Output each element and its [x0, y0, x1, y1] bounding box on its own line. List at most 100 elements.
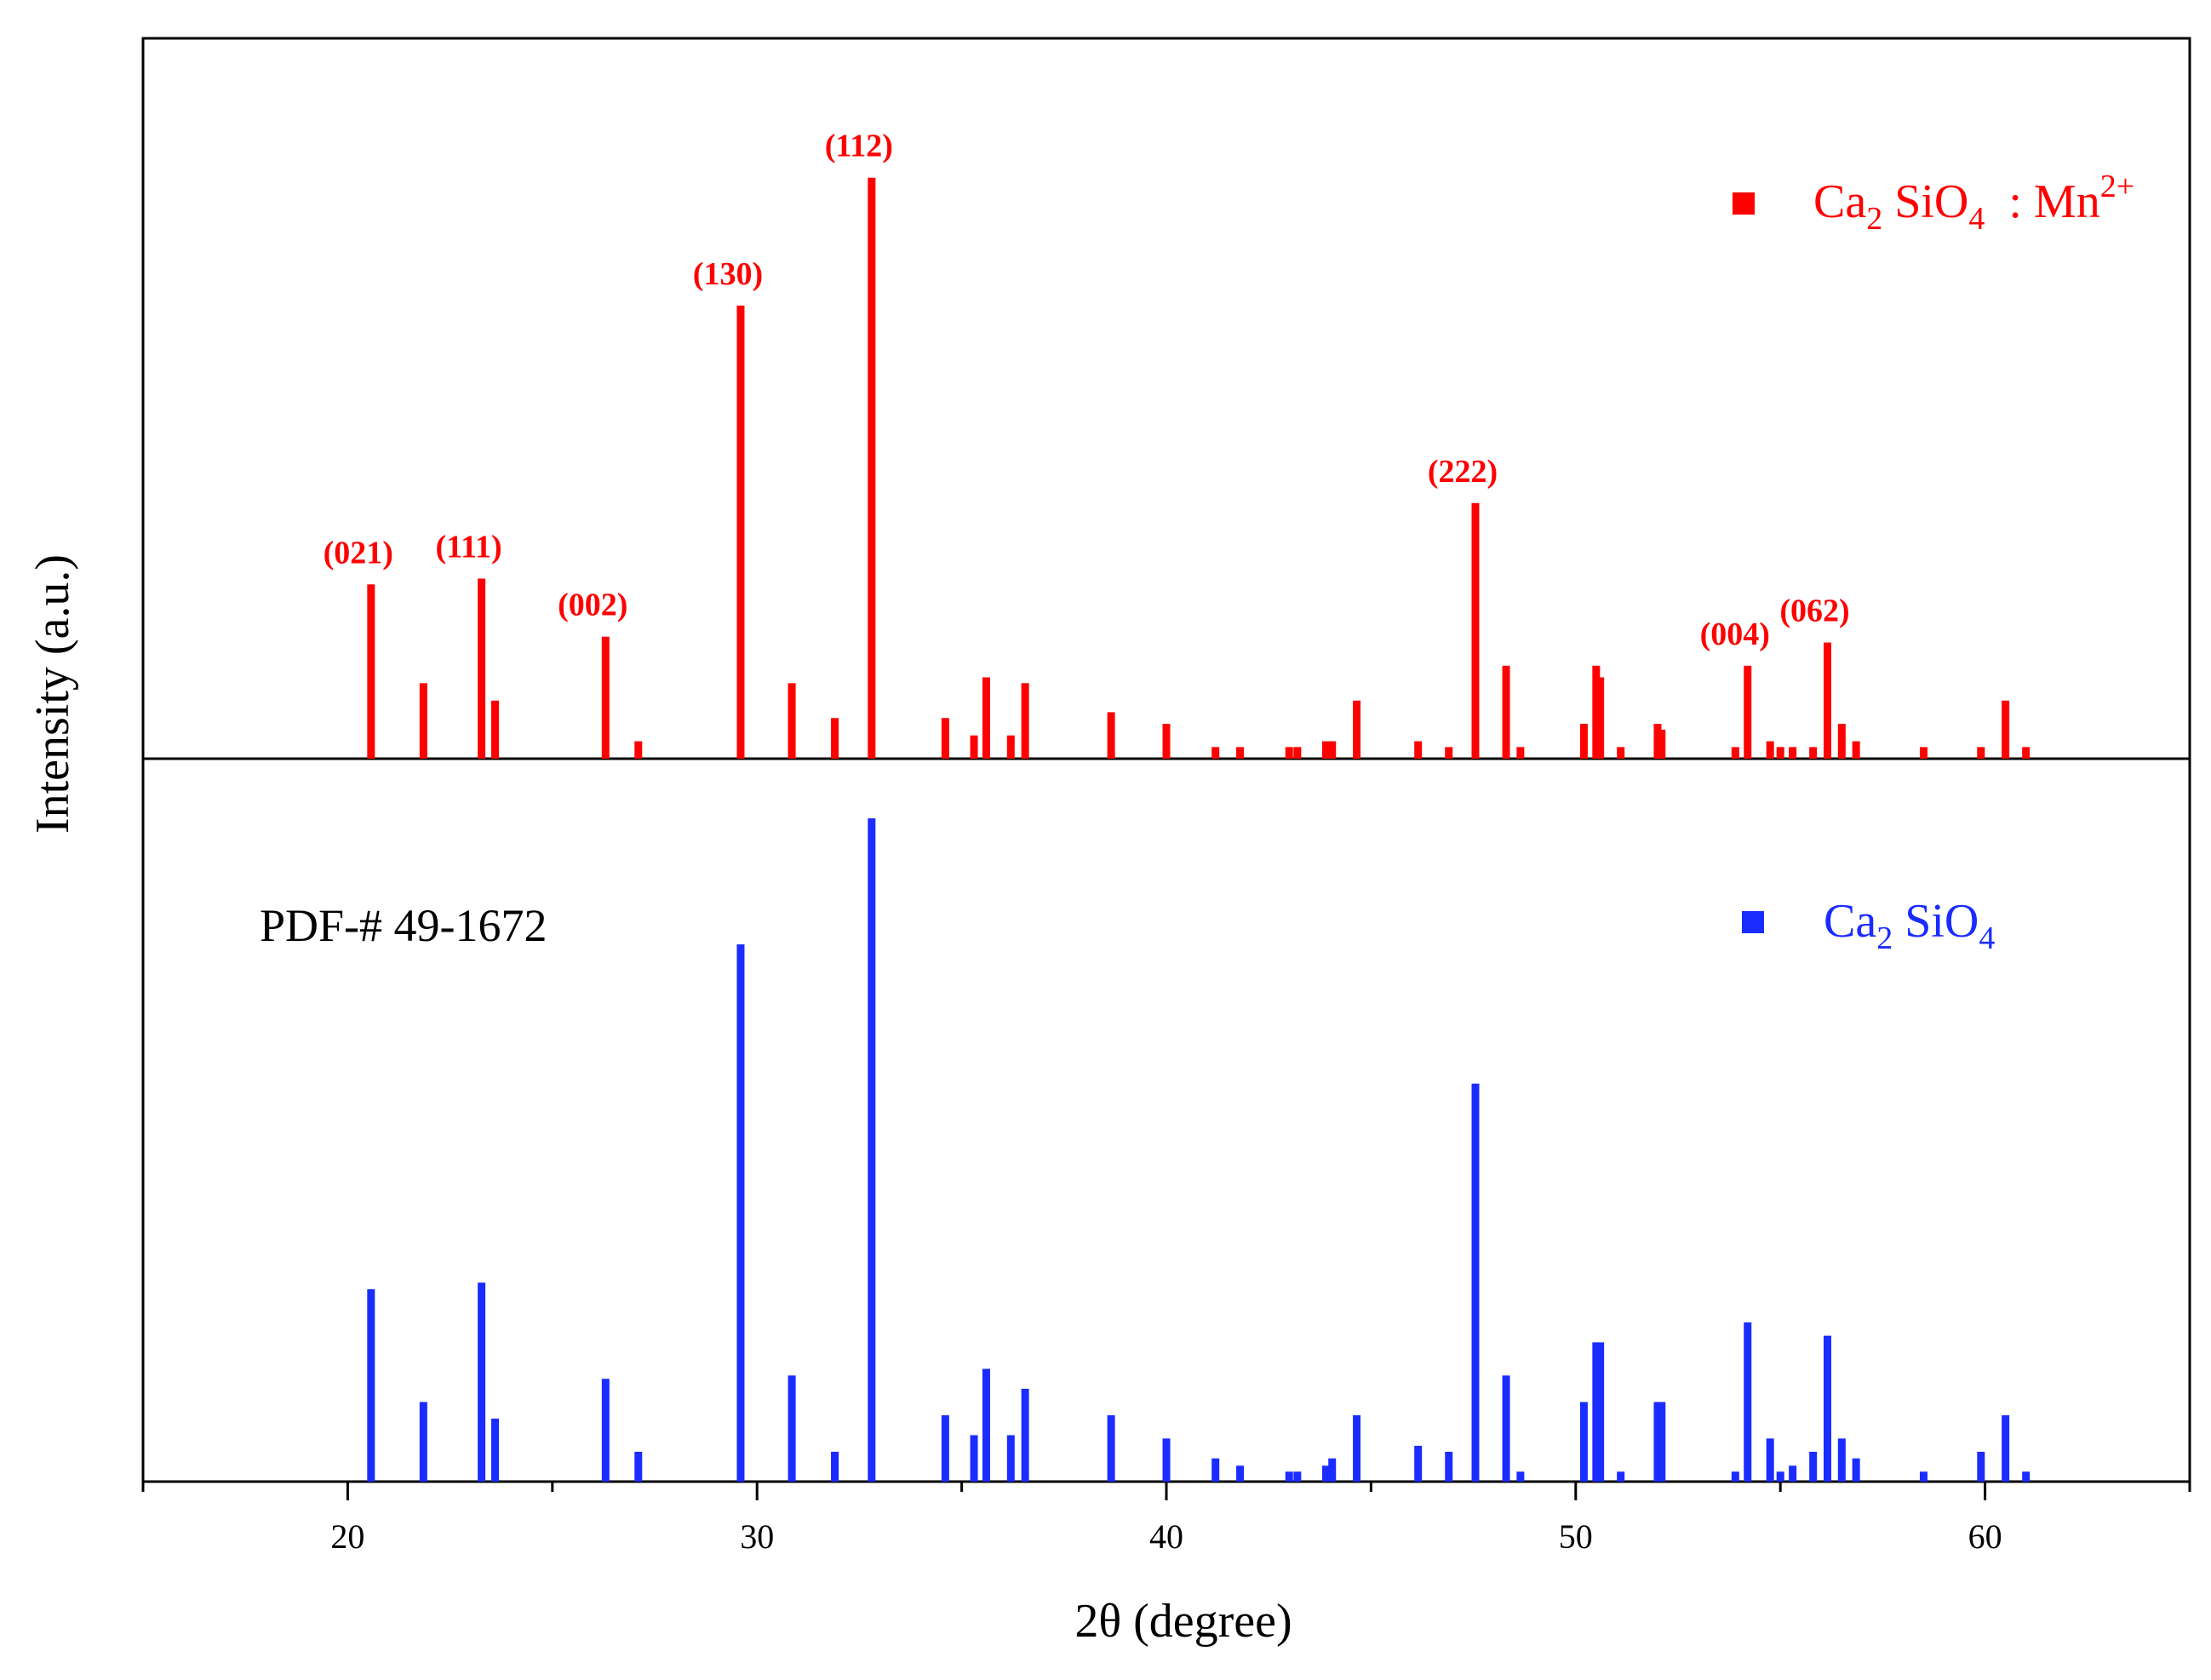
- peak-bar: [1322, 1465, 1331, 1482]
- hkl-label: (002): [558, 588, 627, 623]
- peak-bar: [1502, 665, 1510, 759]
- hkl-label: (111): [436, 530, 502, 565]
- peak-bar: [490, 700, 499, 759]
- peak-bar: [1731, 1471, 1739, 1482]
- peak-bar: [1471, 502, 1480, 759]
- x-axis-ticks: 20 30 40 50 60: [141, 1482, 2191, 1556]
- peak-bar: [1776, 747, 1784, 759]
- peak-bar: [2002, 700, 2010, 759]
- peak-bar: [1837, 1438, 1846, 1482]
- peak-bar: [1414, 1445, 1423, 1482]
- peak-bar: [1653, 724, 1662, 759]
- peak-bar: [941, 718, 949, 759]
- bottom-panel-frame: [141, 757, 2191, 1483]
- peak-bar: [970, 1435, 978, 1482]
- peak-bar: [1596, 1342, 1605, 1482]
- peak-bar: [419, 1402, 427, 1482]
- hkl-label: (222): [1428, 454, 1498, 490]
- x-axis-label: 2θ (degree): [1074, 1595, 1292, 1648]
- peak-bar: [1353, 700, 1361, 759]
- peak-bar: [736, 944, 745, 1482]
- peak-bar: [1236, 1465, 1245, 1482]
- hkl-label: (004): [1700, 616, 1770, 652]
- peak-bar: [1516, 747, 1525, 759]
- peak-bar: [1021, 1388, 1029, 1482]
- peak-bar: [1293, 747, 1302, 759]
- x-tick-label: 40: [1149, 1517, 1183, 1556]
- peak-bar: [1766, 1438, 1774, 1482]
- peak-bar: [1809, 1451, 1818, 1482]
- peak-bar: [788, 1375, 796, 1482]
- peak-bar: [2002, 1415, 2010, 1482]
- peak-bar: [1766, 741, 1774, 759]
- peak-bar: [601, 636, 610, 759]
- peak-bar: [1823, 1335, 1831, 1482]
- peak-bar: [1731, 747, 1739, 759]
- peak-bar: [1107, 712, 1115, 759]
- peak-bar: [1658, 729, 1666, 759]
- reference-pdf-label: PDF-# 49-1672: [260, 900, 547, 951]
- peak-bar: [831, 718, 839, 759]
- peak-bar: [419, 683, 427, 759]
- peak-bar: [1445, 1451, 1453, 1482]
- x-tick-label: 50: [1559, 1517, 1593, 1556]
- peak-bar: [1919, 747, 1927, 759]
- peak-bar: [1617, 747, 1625, 759]
- x-tick-label: 60: [1968, 1517, 2002, 1556]
- peak-bar: [1852, 741, 1860, 759]
- peak-bar: [1445, 747, 1453, 759]
- hkl-label: (062): [1779, 593, 1849, 629]
- hkl-label: (112): [825, 129, 893, 164]
- peak-bar: [1789, 1465, 1797, 1482]
- peak-bar: [1977, 1451, 1985, 1482]
- peak-bar: [1837, 724, 1846, 759]
- peak-bar: [982, 1368, 990, 1482]
- peak-bar: [868, 177, 876, 759]
- peak-bar: [1471, 1083, 1480, 1482]
- peak-bar: [1596, 677, 1605, 759]
- peak-bar: [1021, 683, 1029, 759]
- peak-bar: [367, 584, 375, 759]
- top-series-bars: [367, 177, 2031, 759]
- peak-bar: [1107, 1415, 1115, 1482]
- peak-bar: [634, 1451, 643, 1482]
- peak-bar: [982, 677, 990, 759]
- peak-bar: [1322, 741, 1331, 759]
- peak-bar: [970, 735, 978, 759]
- peak-bar: [1789, 747, 1797, 759]
- peak-bar: [831, 1451, 839, 1482]
- peak-bar: [1293, 1471, 1302, 1482]
- x-tick-label: 20: [330, 1517, 364, 1556]
- peak-bar: [1006, 735, 1015, 759]
- peak-bar: [367, 1289, 375, 1482]
- legend-label-top: Ca2 SiO4 : Mn2+: [1813, 169, 2134, 237]
- peak-bar: [1211, 1458, 1220, 1482]
- hkl-label: (021): [324, 535, 393, 571]
- peak-bar: [1658, 1402, 1666, 1482]
- peak-bar: [868, 818, 876, 1482]
- peak-bar: [1776, 1471, 1784, 1482]
- peak-bar: [1285, 747, 1293, 759]
- peak-bar: [736, 305, 745, 759]
- peak-bar: [490, 1419, 499, 1482]
- peak-bar: [941, 1415, 949, 1482]
- peak-bar: [1516, 1471, 1525, 1482]
- peak-bar: [1852, 1458, 1860, 1482]
- peak-bar: [1809, 747, 1818, 759]
- peak-bar: [1744, 665, 1752, 759]
- peak-bar: [1579, 1402, 1588, 1482]
- legend-label-bottom: Ca2 SiO4: [1824, 895, 1995, 956]
- peak-bar: [1977, 747, 1985, 759]
- peak-bar: [478, 1282, 486, 1482]
- peak-bar: [601, 1379, 610, 1482]
- peak-bar: [1162, 1438, 1171, 1482]
- peak-bar: [2022, 1471, 2031, 1482]
- top-panel-frame: [141, 37, 2191, 760]
- peak-bar: [1744, 1322, 1752, 1482]
- bottom-series-bars: [367, 818, 2031, 1482]
- peak-bar: [1328, 1458, 1337, 1482]
- peak-bar: [1592, 1342, 1601, 1482]
- peak-bar: [1328, 741, 1337, 759]
- peak-bar: [1211, 747, 1220, 759]
